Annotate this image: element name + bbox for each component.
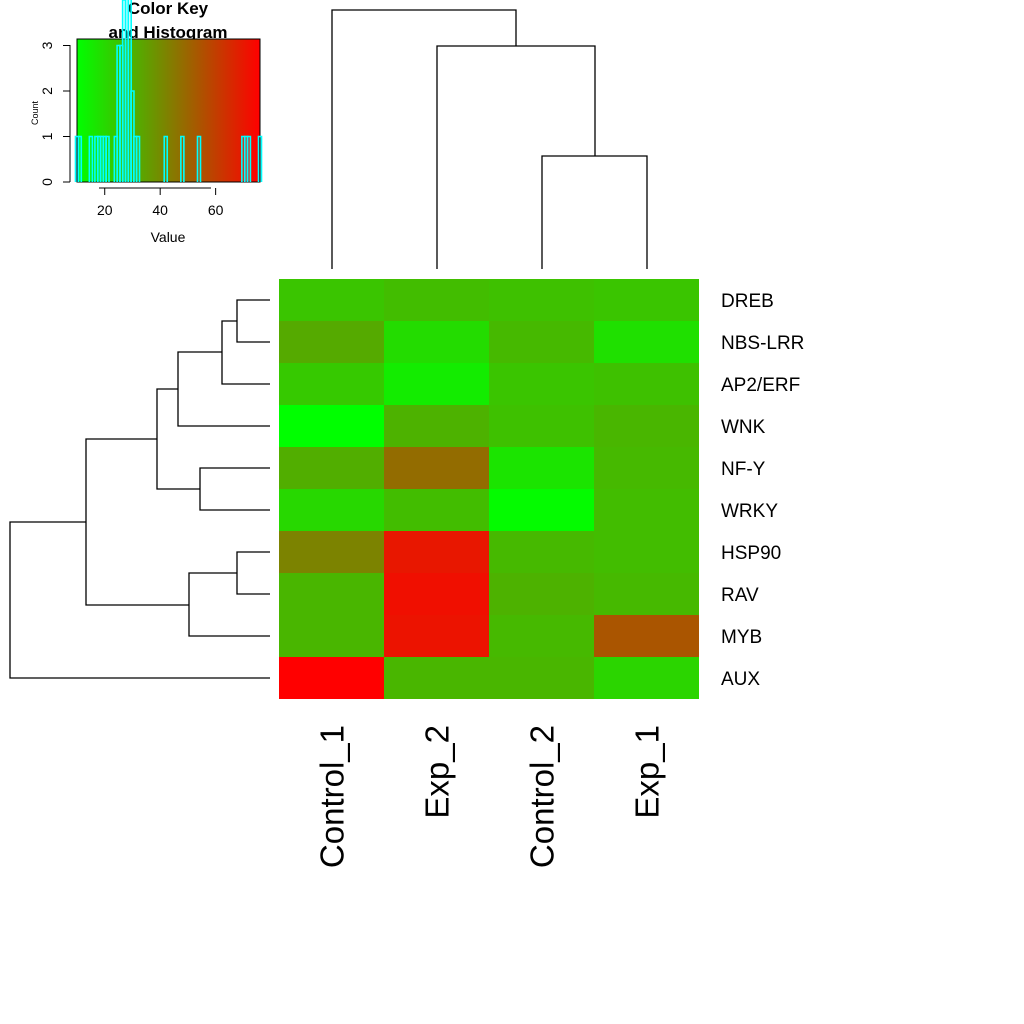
row-label: AP2/ERF — [721, 375, 800, 396]
key-y-tick-label: 1 — [39, 132, 55, 140]
col-dendro-control2-exp1 — [541, 155, 648, 269]
key-y-ticks: 0 1 2 3 — [39, 41, 70, 186]
row-dendro-nfy-wrky — [199, 467, 270, 511]
column-label: Exp_1 — [629, 725, 666, 819]
histogram-bar — [135, 135, 141, 182]
heatmap-cell — [594, 363, 699, 405]
histogram-bar — [88, 135, 94, 182]
color-key-title-line2: and Histogram — [108, 23, 227, 42]
histogram-bar — [180, 135, 185, 182]
heatmap-cell — [279, 615, 384, 657]
column-label: Exp_2 — [419, 725, 456, 819]
row-label: MYB — [721, 627, 762, 648]
heatmap-cell — [489, 279, 594, 321]
col-dendro-exp2-cluster — [436, 45, 596, 269]
key-x-ticks: 20 40 60 — [97, 188, 224, 218]
heatmap-cell — [384, 615, 489, 657]
histogram-bar — [127, 0, 132, 182]
row-label: AUX — [721, 669, 760, 690]
heatmap-cell — [489, 615, 594, 657]
heatmap-cell — [489, 321, 594, 363]
column-label: Control_1 — [314, 725, 351, 868]
heatmap-cell — [384, 405, 489, 447]
heatmap-cell — [279, 489, 384, 531]
heatmap-cell — [489, 405, 594, 447]
histogram-bar — [77, 135, 83, 182]
heatmap-cell — [594, 657, 699, 699]
heatmap-cell — [594, 615, 699, 657]
histogram-bar — [105, 135, 110, 182]
heatmap-cell — [279, 321, 384, 363]
histogram-bar — [163, 135, 169, 182]
heatmap-cell — [594, 447, 699, 489]
heatmap-cell — [489, 489, 594, 531]
heatmap-cell — [384, 321, 489, 363]
row-dendro-ap2erf — [221, 320, 270, 385]
heatmap-cell — [489, 363, 594, 405]
key-y-tick-label: 2 — [39, 87, 55, 95]
heatmap-cell — [384, 573, 489, 615]
column-label: Control_2 — [524, 725, 561, 868]
row-dendrogram — [9, 299, 270, 679]
histogram-bar — [257, 135, 263, 182]
heatmap-cell — [279, 531, 384, 573]
row-label: RAV — [721, 585, 759, 606]
row-dendro-dreb-nbslrr — [236, 299, 270, 343]
heatmap-cell — [489, 447, 594, 489]
color-key-title-line1: Color Key — [128, 0, 209, 18]
heatmap-cell — [384, 531, 489, 573]
heatmap-cell — [594, 279, 699, 321]
row-label: NF-Y — [721, 459, 766, 480]
heatmap-cell — [279, 447, 384, 489]
row-dendro-main-cluster — [85, 438, 189, 606]
key-y-tick-label: 3 — [39, 41, 55, 49]
heatmap-cell — [384, 657, 489, 699]
row-labels: DREB NBS-LRR AP2/ERF WNK NF-Y WRKY HSP90 RAV MYB… — [721, 291, 804, 690]
heatmap-cell — [279, 279, 384, 321]
row-label: NBS-LRR — [721, 333, 804, 354]
color-key: Color Key and Histogram 0 1 2 3 Count 20 40 6… — [30, 0, 263, 245]
heatmap-cell — [384, 489, 489, 531]
key-x-tick-label: 60 — [208, 202, 224, 218]
histogram-bar — [196, 135, 202, 182]
heatmap-cell — [489, 657, 594, 699]
heatmap-cell — [594, 573, 699, 615]
row-dendro-root — [9, 521, 270, 679]
heatmap-cell — [279, 573, 384, 615]
row-label: DREB — [721, 291, 774, 312]
heatmap-cell — [594, 405, 699, 447]
heatmap-cell — [384, 279, 489, 321]
column-dendrogram — [331, 9, 648, 269]
heatmap-cell — [384, 447, 489, 489]
heatmap-cell — [594, 531, 699, 573]
heatmap-cells — [279, 279, 699, 699]
heatmap-cell — [489, 531, 594, 573]
heatmap-cell — [594, 489, 699, 531]
heatmap-cell — [489, 573, 594, 615]
heatmap-cell — [279, 405, 384, 447]
key-x-tick-label: 40 — [152, 202, 168, 218]
row-label: WRKY — [721, 501, 778, 522]
key-y-tick-label: 0 — [39, 178, 55, 186]
color-key-histogram — [74, 0, 263, 182]
color-key-xlabel: Value — [151, 229, 186, 245]
row-label: HSP90 — [721, 543, 781, 564]
column-labels: Control_1 Exp_2 Control_2 Exp_1 — [314, 725, 666, 868]
key-x-tick-label: 20 — [97, 202, 113, 218]
histogram-bar — [246, 135, 252, 182]
col-dendro-root — [331, 9, 517, 269]
heatmap-cell — [594, 321, 699, 363]
heatmap-cell — [279, 657, 384, 699]
row-dendro-hsp90-rav — [236, 551, 270, 595]
color-key-ylabel: Count — [30, 101, 40, 126]
heatmap-cell — [279, 363, 384, 405]
row-dendro-wnk — [177, 351, 270, 427]
row-dendro-myb — [188, 572, 270, 637]
row-label: WNK — [721, 417, 766, 438]
heatmap-cell — [384, 363, 489, 405]
color-key-gradient — [76, 38, 261, 183]
